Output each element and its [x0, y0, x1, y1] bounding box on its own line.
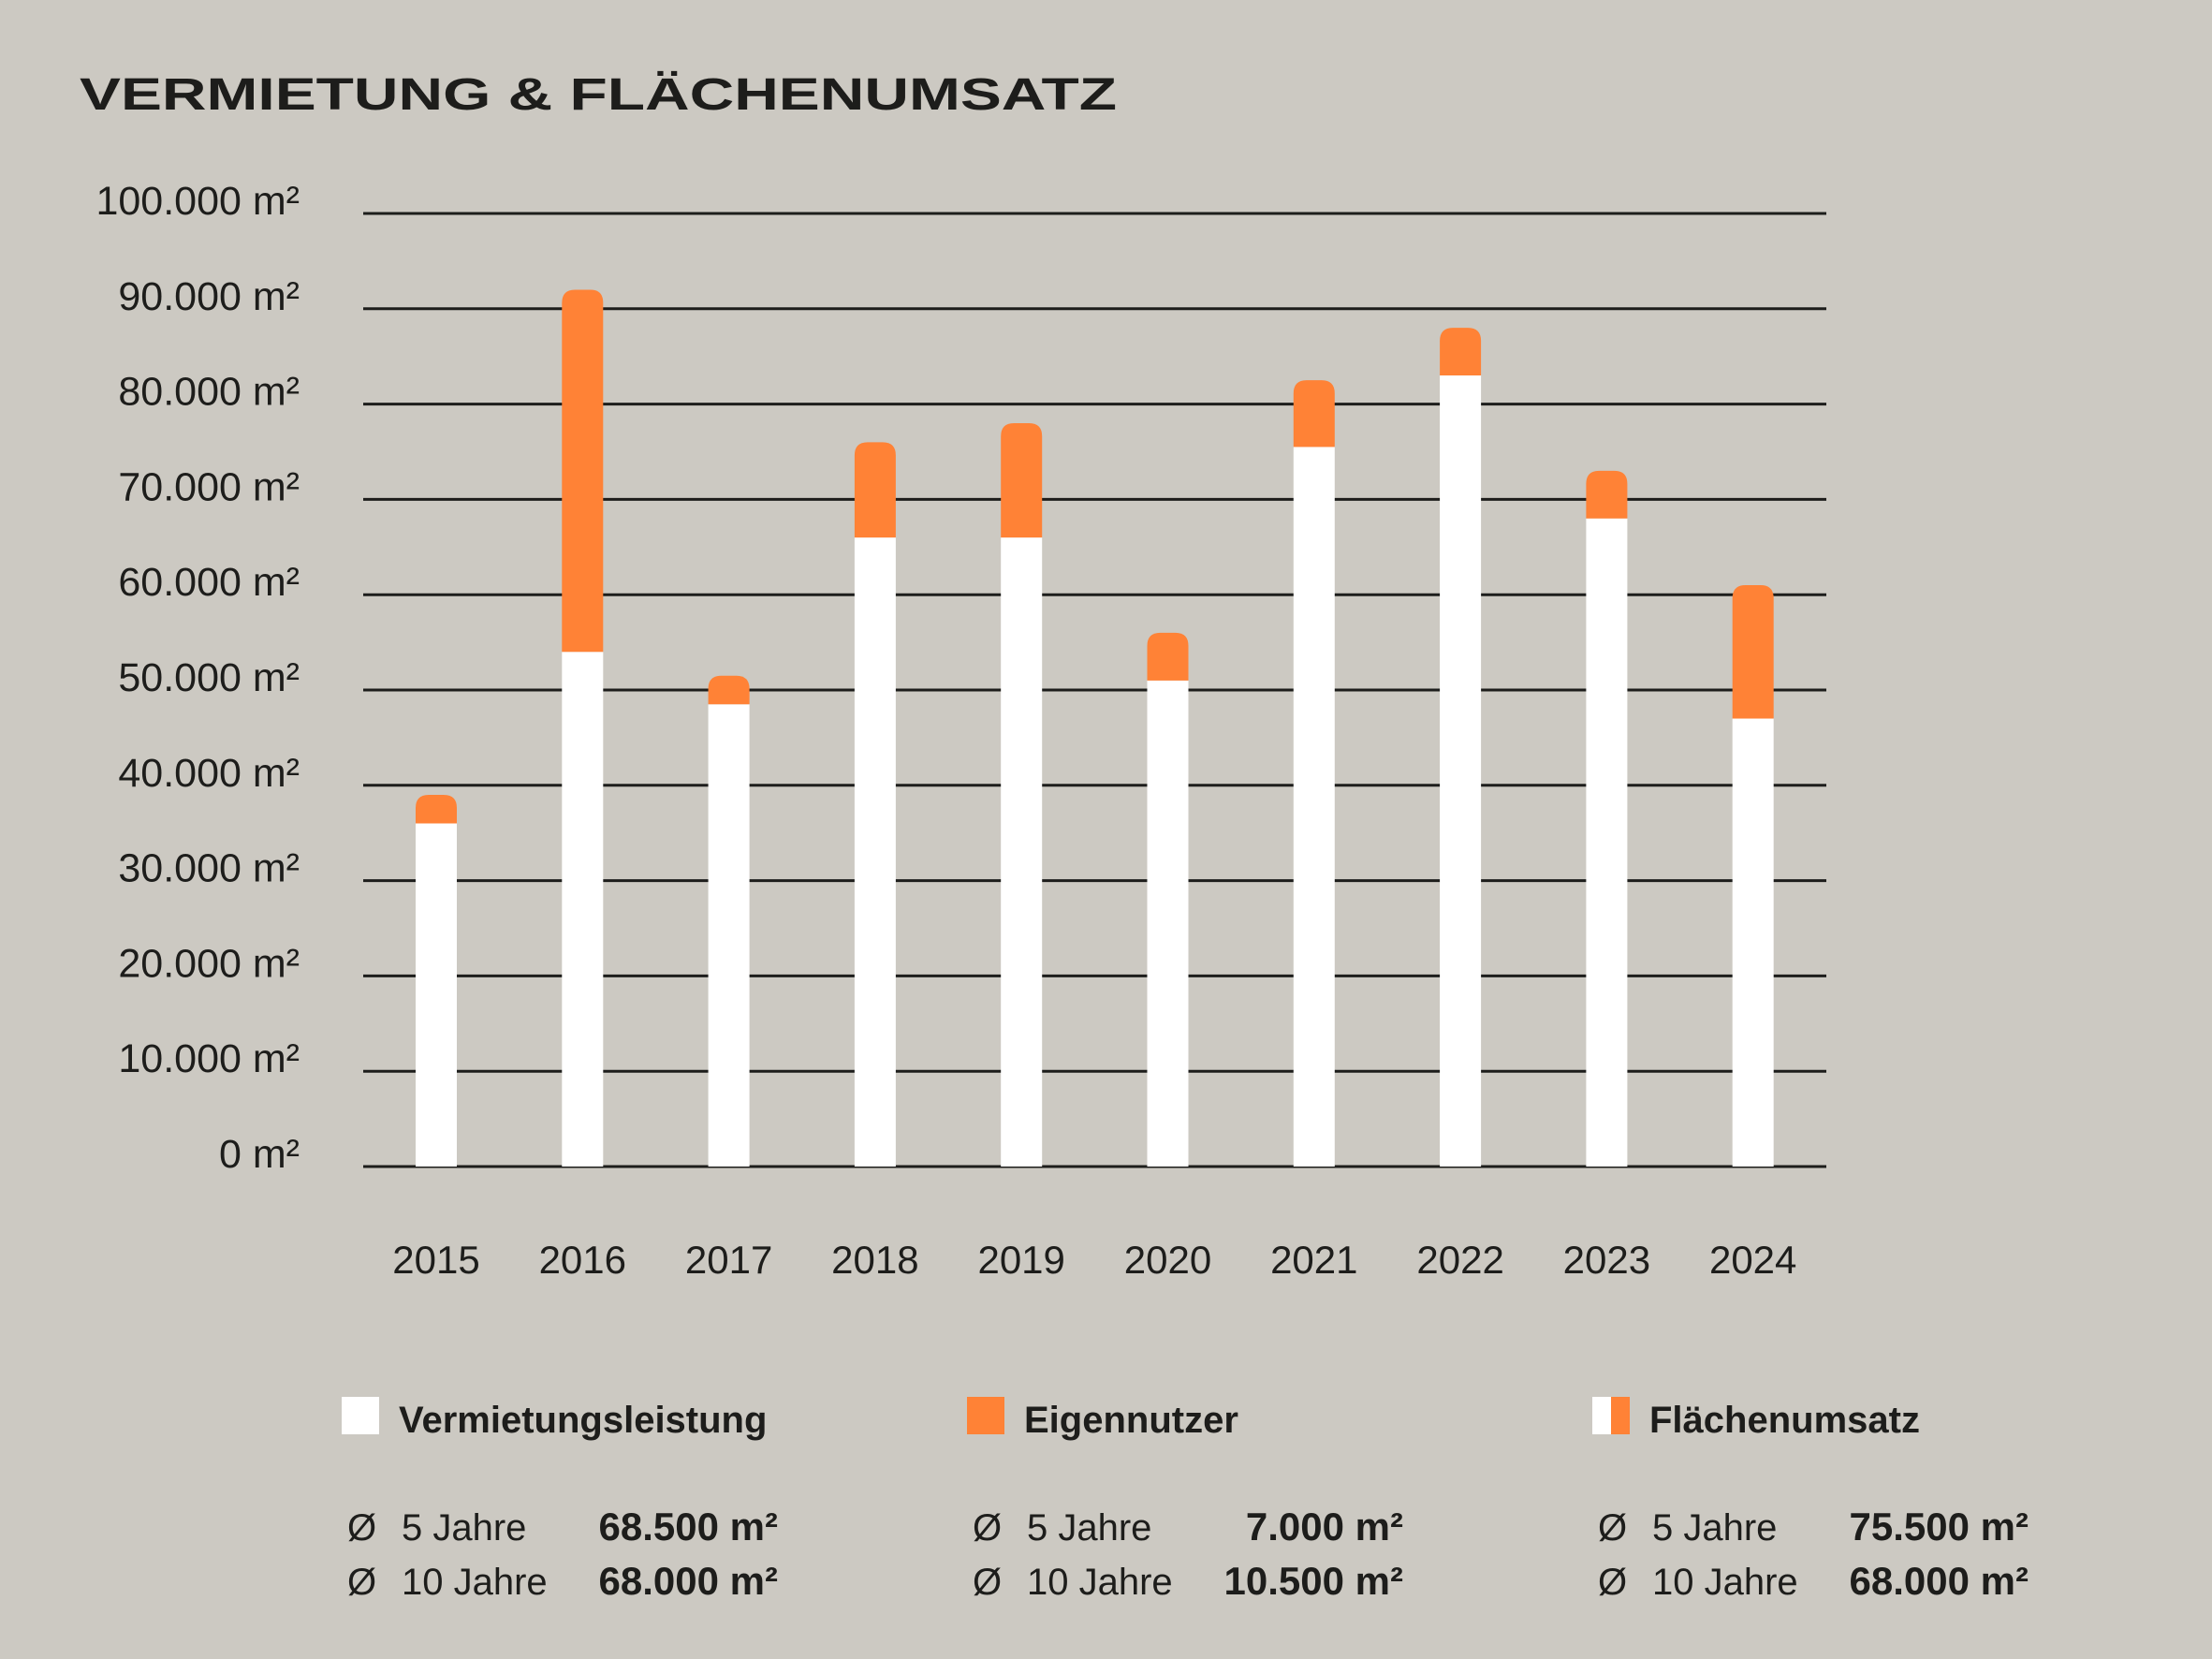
average-symbol: Ø: [973, 1507, 1002, 1549]
bars: [416, 289, 1774, 1167]
average-value: 10.500 m²: [1224, 1559, 1403, 1603]
average-period-label: 5 Jahre: [402, 1507, 526, 1549]
bar-eigennutzer: [416, 794, 457, 824]
x-tick-label: 2019: [977, 1238, 1064, 1282]
x-tick-label: 2018: [831, 1238, 918, 1282]
y-tick-label: 90.000 m²: [118, 274, 300, 319]
bar-group-2021: [1293, 380, 1335, 1167]
average-value: 75.500 m²: [1850, 1505, 2029, 1549]
bar-eigennutzer: [562, 289, 604, 653]
average-period-label: 5 Jahre: [1652, 1507, 1777, 1549]
bar-vermietungsleistung: [1001, 537, 1043, 1167]
average-symbol: Ø: [973, 1562, 1002, 1603]
bar-group-2019: [1001, 422, 1043, 1167]
average-symbol: Ø: [1598, 1562, 1627, 1603]
y-tick-label: 20.000 m²: [118, 941, 300, 986]
average-value: 68.500 m²: [599, 1505, 778, 1549]
x-tick-label: 2023: [1563, 1238, 1650, 1282]
y-tick-label: 10.000 m²: [118, 1036, 300, 1081]
average-symbol: Ø: [347, 1562, 376, 1603]
legend-swatch-split: [1592, 1397, 1630, 1434]
x-tick-label: 2015: [392, 1238, 479, 1282]
legend-item-vermietungsleistung: Vermietungsleistung Ø 5 Jahre 68.500 m² Ø 10 …: [342, 1397, 778, 1603]
average-value: 7.000 m²: [1246, 1505, 1403, 1549]
bar-group-2020: [1147, 632, 1189, 1167]
y-axis-labels: 0 m² 10.000 m² 20.000 m² 30.000 m² 40.000 m²…: [95, 179, 300, 1177]
bar-vermietungsleistung: [1440, 375, 1482, 1167]
chart-title: VERMIETUNG & FLÄCHENUMSATZ: [80, 70, 1117, 120]
bar-eigennutzer: [708, 675, 750, 705]
gridlines: [363, 212, 1826, 1168]
average-value: 68.000 m²: [1850, 1559, 2029, 1603]
bar-eigennutzer: [854, 442, 896, 538]
bar-vermietungsleistung: [416, 823, 457, 1167]
bar-vermietungsleistung: [1147, 680, 1189, 1167]
x-tick-label: 2022: [1416, 1238, 1503, 1282]
bar-eigennutzer: [1586, 470, 1628, 519]
bar-group-2018: [854, 442, 896, 1167]
bar-vermietungsleistung: [1732, 718, 1774, 1167]
x-tick-label: 2017: [685, 1238, 772, 1282]
bar-eigennutzer: [1001, 422, 1043, 538]
bar-group-2015: [416, 794, 457, 1167]
average-period-label: 10 Jahre: [1027, 1562, 1173, 1603]
legend-title: Flächenumsatz: [1649, 1400, 1920, 1441]
average-period-label: 10 Jahre: [1652, 1562, 1798, 1603]
bar-group-2017: [708, 675, 750, 1167]
average-symbol: Ø: [347, 1507, 376, 1549]
y-tick-label: 50.000 m²: [118, 655, 300, 700]
legend-swatch-orange: [967, 1397, 1004, 1434]
y-tick-label: 30.000 m²: [118, 846, 300, 891]
bar-group-2023: [1586, 470, 1628, 1167]
bar-eigennutzer: [1147, 632, 1189, 681]
y-tick-label: 40.000 m²: [118, 751, 300, 796]
legend: Vermietungsleistung Ø 5 Jahre 68.500 m² Ø 10 …: [342, 1397, 2029, 1603]
bar-vermietungsleistung: [854, 537, 896, 1167]
y-tick-label: 60.000 m²: [118, 560, 300, 605]
x-tick-label: 2021: [1270, 1238, 1357, 1282]
bar-vermietungsleistung: [562, 652, 604, 1167]
bar-group-2022: [1440, 328, 1482, 1167]
legend-item-flächenumsatz: Flächenumsatz Ø 5 Jahre 75.500 m² Ø 10 Jahre 6…: [1592, 1397, 2029, 1603]
x-axis-labels: 2015 2016 2017 2018 2019 2020 2021 2022 2023 2024: [392, 1238, 1796, 1282]
legend-item-eigennutzer: Eigennutzer Ø 5 Jahre 7.000 m² Ø 10 Jahre 10.5…: [967, 1397, 1403, 1603]
y-tick-label: 70.000 m²: [118, 464, 300, 509]
legend-title: Eigennutzer: [1024, 1400, 1238, 1441]
bar-group-2016: [562, 289, 604, 1167]
average-period-label: 5 Jahre: [1027, 1507, 1151, 1549]
bar-vermietungsleistung: [1586, 518, 1628, 1167]
legend-swatch-white: [342, 1397, 379, 1434]
x-tick-label: 2020: [1124, 1238, 1211, 1282]
x-tick-label: 2016: [539, 1238, 626, 1282]
bar-eigennutzer: [1732, 585, 1774, 719]
average-symbol: Ø: [1598, 1507, 1627, 1549]
y-tick-label: 100.000 m²: [95, 179, 300, 224]
bar-eigennutzer: [1293, 380, 1335, 448]
bar-vermietungsleistung: [708, 704, 750, 1167]
legend-title: Vermietungsleistung: [399, 1400, 767, 1441]
y-tick-label: 0 m²: [219, 1132, 300, 1177]
y-tick-label: 80.000 m²: [118, 370, 300, 415]
bar-group-2024: [1732, 585, 1774, 1167]
x-tick-label: 2024: [1709, 1238, 1796, 1282]
bar-vermietungsleistung: [1293, 447, 1335, 1167]
average-value: 68.000 m²: [599, 1559, 778, 1603]
average-period-label: 10 Jahre: [402, 1562, 548, 1603]
bar-eigennutzer: [1440, 328, 1482, 376]
